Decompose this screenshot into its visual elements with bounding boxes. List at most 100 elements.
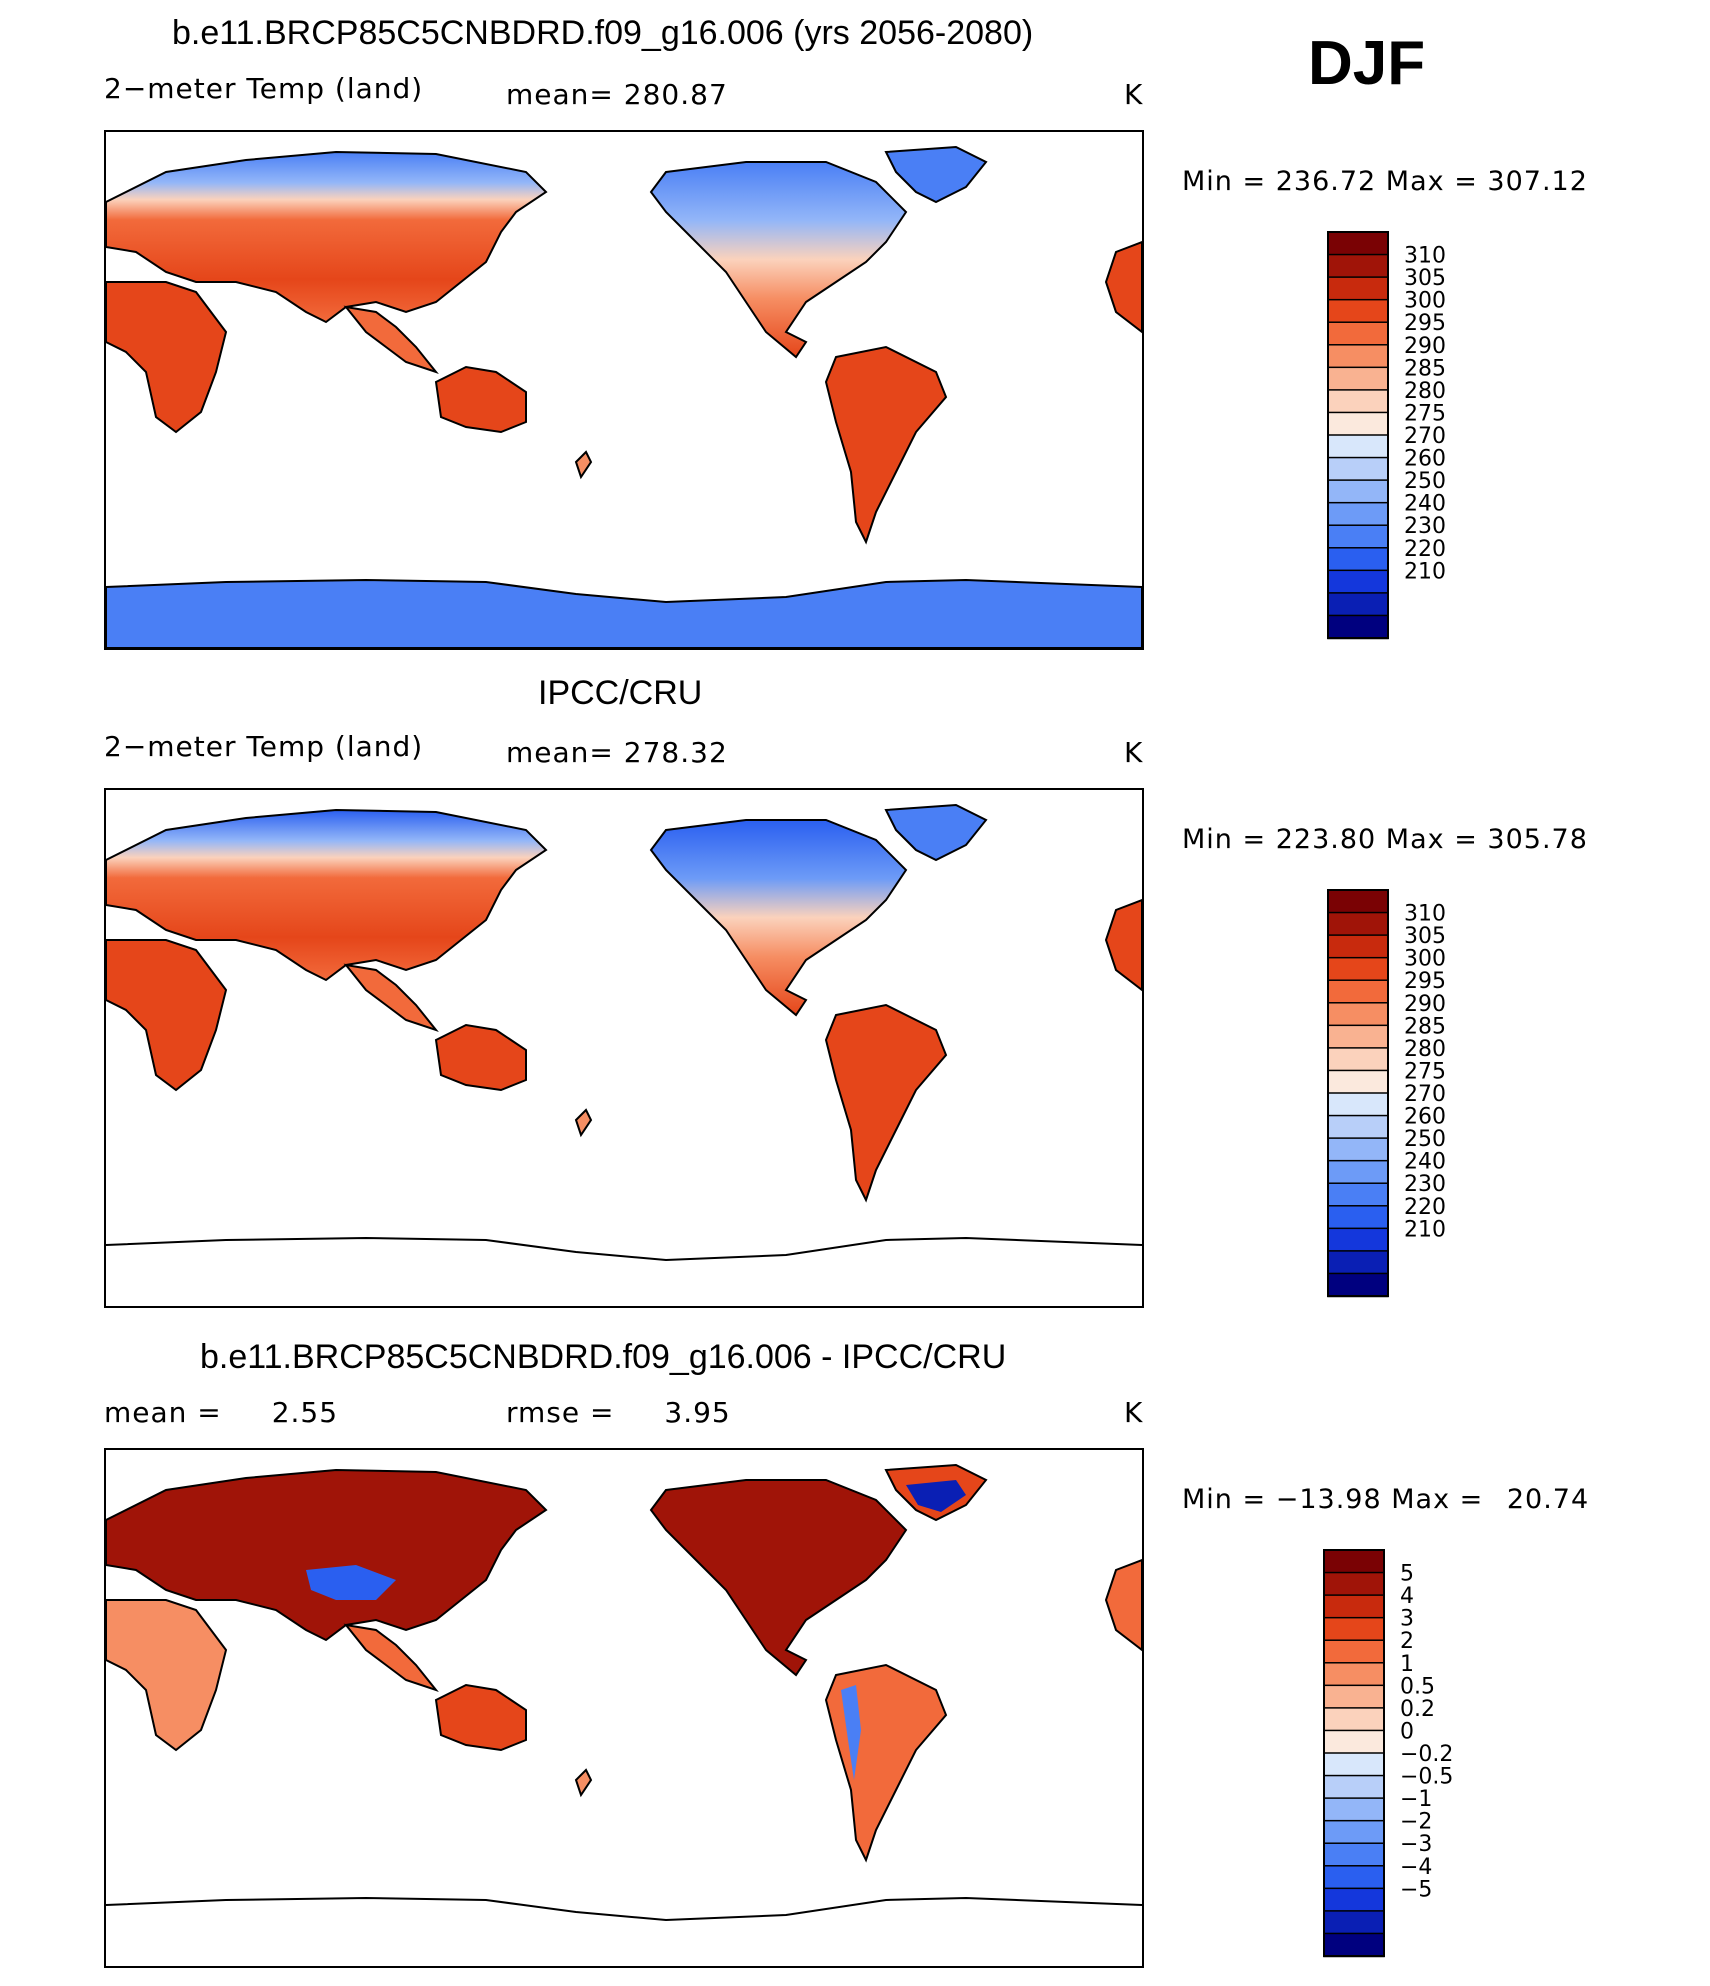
colorbar-tick-label: 240 (1404, 492, 1446, 517)
colorbar-swatch (1323, 1549, 1385, 1574)
colorbar-tick-label: 240 (1404, 1150, 1446, 1175)
colorbar-swatch (1323, 1707, 1385, 1732)
colorbar-tick-label: 285 (1404, 356, 1446, 381)
panel-2-map-svg (106, 803, 1142, 1262)
colorbar-tick-label: 280 (1404, 379, 1446, 404)
colorbar-swatch (1327, 979, 1389, 1005)
panel-2-eurasia (106, 808, 548, 982)
colorbar-swatch (1323, 1616, 1385, 1642)
colorbar-swatch (1327, 366, 1389, 392)
panel-3-rmse-key: rmse = (506, 1396, 615, 1429)
colorbar-tick-label: 220 (1404, 537, 1446, 562)
panel-3-mean-value: 2.55 (271, 1396, 339, 1429)
colorbar-swatch (1327, 569, 1389, 595)
colorbar-tick-label: 290 (1404, 992, 1446, 1017)
colorbar-swatch (1327, 614, 1389, 640)
panel-1-max-value: 307.12 (1487, 166, 1588, 197)
panel-3-andes-cold-patch (841, 1685, 861, 1780)
panel-1-colorbar: 310 305 300 295 290 285 280 275 270 260 250 240 230 2… (1326, 230, 1526, 642)
panel-3-map (104, 1448, 1144, 1968)
colorbar-swatch (1327, 934, 1389, 959)
panel-3-title: b.e11.BRCP85C5CNBDRD.f09_g16.006 - IPCC/… (200, 1338, 1007, 1376)
colorbar-swatch (1323, 1910, 1385, 1935)
colorbar-swatch (1327, 1114, 1389, 1140)
colorbar-swatch (1327, 592, 1389, 617)
panel-2-landmasses (106, 803, 1142, 1262)
panel-2-map (104, 788, 1144, 1308)
panel-3-landmasses (106, 1463, 1142, 1922)
panel-3-west-africa-edge (1104, 1558, 1142, 1652)
colorbar-swatch (1327, 524, 1389, 550)
colorbar-tick-label: 5 (1400, 1562, 1414, 1587)
panel-1-southeast-asia (343, 305, 439, 375)
colorbar-tick-label: 270 (1404, 424, 1446, 449)
colorbar-swatch (1323, 1752, 1385, 1777)
panel-1-west-africa-edge (1104, 240, 1142, 334)
panel-1-mean-label: mean= 280.87 (506, 78, 728, 111)
season-label: DJF (1308, 29, 1426, 98)
panel-3-min-value: −13.98 (1275, 1484, 1382, 1515)
panel-3-map-svg (106, 1463, 1142, 1922)
colorbar-swatch (1327, 411, 1389, 437)
colorbar-tick-label: 270 (1404, 1082, 1446, 1107)
panel-2-variable-label: 2−meter Temp (land) (104, 730, 424, 763)
colorbar-swatch (1327, 1159, 1389, 1185)
colorbar-swatch (1327, 956, 1389, 982)
panel-3-eurasia (106, 1468, 548, 1642)
colorbar-tick-label: 310 (1404, 902, 1446, 927)
panel-1-title: b.e11.BRCP85C5CNBDRD.f09_g16.006 (yrs 20… (172, 14, 1034, 52)
colorbar-tick-label: 3 (1400, 1607, 1414, 1632)
colorbar-tick-label: −0.5 (1400, 1765, 1453, 1790)
panel-1-africa (106, 281, 228, 434)
colorbar-tick-label: 295 (1404, 969, 1446, 994)
panel-2-africa (106, 939, 228, 1092)
colorbar-svg: 3103053002952902852802752702602502402302… (1327, 889, 1446, 1298)
colorbar-tick-label: −4 (1400, 1855, 1432, 1880)
colorbar-tick-label: 285 (1404, 1014, 1446, 1039)
colorbar-swatch (1323, 1594, 1385, 1619)
panel-1-map (104, 130, 1144, 650)
colorbar-tick-label: 210 (1404, 559, 1446, 584)
panel-1-australia (434, 365, 527, 434)
panel-2-mean-label: mean= 278.32 (506, 736, 728, 769)
panel-1-min-label: Min (1182, 166, 1233, 197)
panel-2-west-africa-edge (1104, 898, 1142, 992)
panel-2-colorbar: 310 305 300 295 290 285 280 275 270 260 250 240 230 2… (1326, 888, 1526, 1300)
colorbar-swatch (1327, 1002, 1389, 1027)
panel-3-mean-key: mean = (104, 1396, 222, 1429)
panel-1-antarctica (106, 578, 1142, 648)
panel-2-new-zealand (574, 1108, 593, 1138)
panel-3-rmse-label: rmse = 3.95 (506, 1396, 731, 1429)
colorbar-outline (1323, 1549, 1385, 1957)
colorbar-swatch (1323, 1887, 1385, 1913)
panel-1-mean-key: mean= (506, 78, 614, 111)
panel-2-min-value: 223.80 (1275, 824, 1377, 855)
panel-2-max-label: Max (1385, 824, 1445, 855)
colorbar-tick-label: 275 (1404, 401, 1446, 426)
panel-1-minmax: Min = 236.72 Max = 307.12 (1182, 166, 1588, 197)
panel-2-southeast-asia (343, 963, 439, 1033)
colorbar-swatch (1323, 1571, 1385, 1597)
panel-3-australia (434, 1683, 527, 1752)
colorbar-tick-label: 4 (1400, 1584, 1414, 1609)
colorbar-swatch (1323, 1684, 1385, 1710)
colorbar-swatch (1327, 1024, 1389, 1050)
colorbar-swatch (1327, 911, 1389, 937)
colorbar-swatch (1327, 479, 1389, 504)
panel-2-min-label: Min (1182, 824, 1233, 855)
panel-3-tibet-cold-patch (306, 1565, 396, 1600)
colorbar-swatch (1327, 1250, 1389, 1275)
colorbar-tick-label: 0 (1400, 1719, 1414, 1744)
colorbar-tick-label: 300 (1404, 947, 1446, 972)
colorbar-swatch (1327, 253, 1389, 279)
panel-1-eurasia (106, 150, 548, 324)
colorbar-outline (1327, 231, 1389, 639)
panel-2-north-america (649, 819, 908, 1017)
colorbar-swatch (1327, 547, 1389, 572)
colorbar-tick-label: 230 (1404, 514, 1446, 539)
colorbar-swatch (1327, 321, 1389, 347)
panel-3-minmax: Min = −13.98 Max = 20.74 (1182, 1484, 1590, 1515)
colorbar-tick-label: 295 (1404, 311, 1446, 336)
colorbar-tick-label: 2 (1400, 1629, 1414, 1654)
